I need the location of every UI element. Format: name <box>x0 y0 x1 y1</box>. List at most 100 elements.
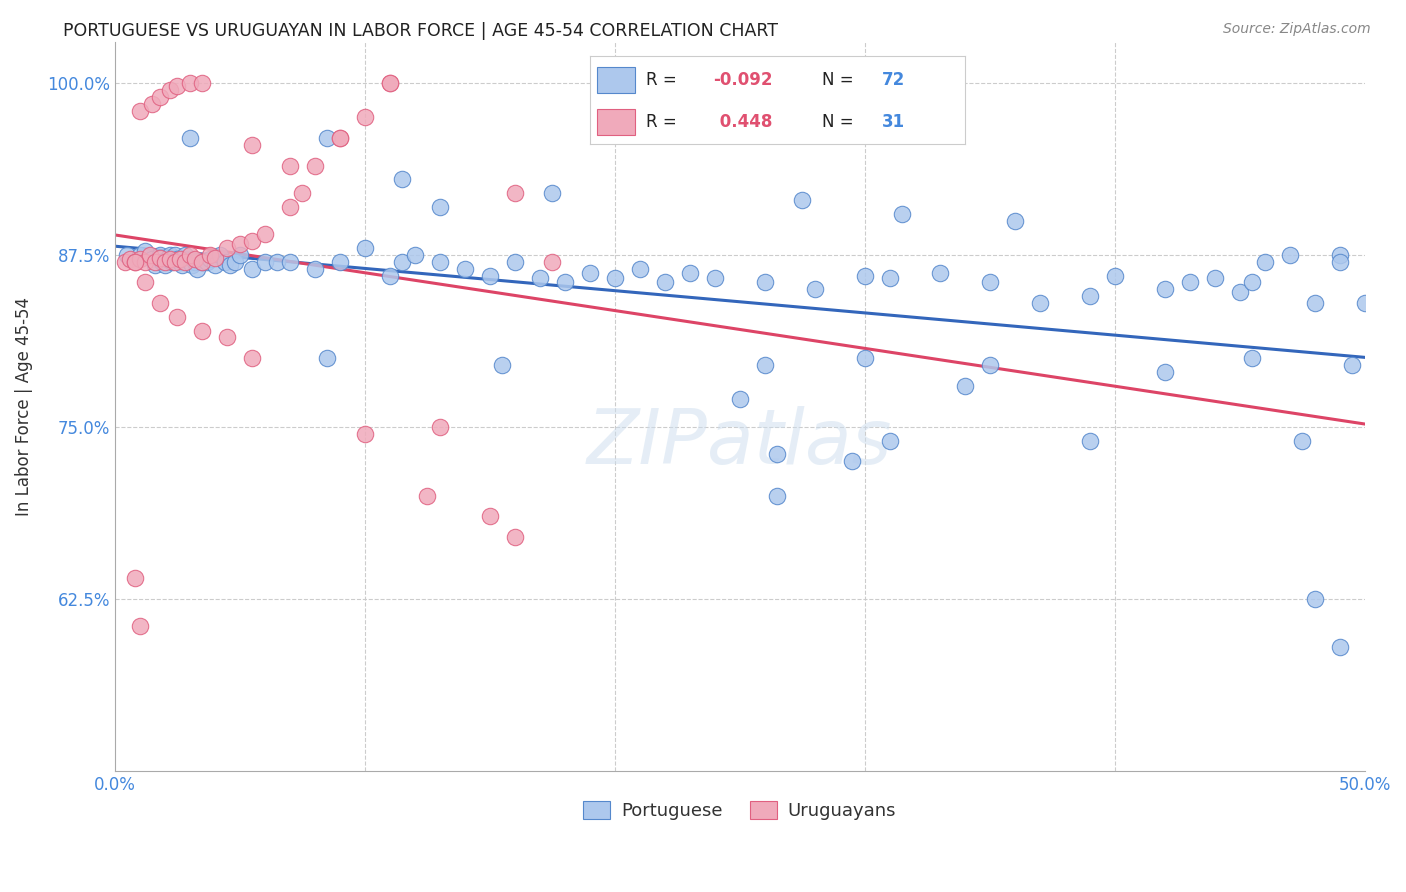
Point <box>278 255 301 269</box>
Point <box>853 268 876 283</box>
Point <box>278 200 301 214</box>
Point <box>208 248 231 262</box>
Text: Source: ZipAtlas.com: Source: ZipAtlas.com <box>1223 22 1371 37</box>
Point <box>429 255 451 269</box>
Point <box>1004 213 1026 227</box>
Point <box>153 255 176 269</box>
Point <box>240 261 263 276</box>
Point <box>1241 351 1264 365</box>
Point <box>841 454 863 468</box>
Point <box>173 248 195 262</box>
Point <box>134 255 156 269</box>
Point <box>1078 289 1101 303</box>
Point <box>124 255 146 269</box>
Point <box>1078 434 1101 448</box>
Point <box>124 255 146 269</box>
Point <box>217 330 239 344</box>
Point <box>391 172 413 186</box>
Point <box>179 255 201 269</box>
Point <box>879 434 901 448</box>
Point <box>181 258 204 272</box>
Point <box>404 248 426 262</box>
Point <box>117 248 139 262</box>
Point <box>162 255 184 269</box>
Text: PORTUGUESE VS URUGUAYAN IN LABOR FORCE | AGE 45-54 CORRELATION CHART: PORTUGUESE VS URUGUAYAN IN LABOR FORCE |… <box>63 22 779 40</box>
Point <box>879 271 901 285</box>
Point <box>1178 276 1201 290</box>
Point <box>128 248 150 262</box>
Point <box>149 248 172 262</box>
Point <box>1341 358 1364 372</box>
Point <box>754 276 776 290</box>
Point <box>191 76 214 90</box>
Point <box>128 103 150 118</box>
Point <box>191 255 214 269</box>
Point <box>240 234 263 248</box>
Legend: Portuguese, Uruguayans: Portuguese, Uruguayans <box>576 794 904 827</box>
Point <box>156 252 179 266</box>
Point <box>195 255 218 269</box>
Point <box>391 255 413 269</box>
Point <box>541 186 564 200</box>
Point <box>503 255 526 269</box>
Point <box>224 255 246 269</box>
Point <box>353 426 375 441</box>
Point <box>204 258 226 272</box>
Point <box>979 276 1001 290</box>
Point <box>240 351 263 365</box>
Point <box>134 244 156 258</box>
Point <box>804 282 827 296</box>
Point <box>378 76 401 90</box>
Point <box>329 255 352 269</box>
Point <box>169 252 191 266</box>
Point <box>353 241 375 255</box>
Point <box>766 447 789 461</box>
Point <box>654 276 676 290</box>
Point <box>172 258 194 272</box>
Point <box>628 261 651 276</box>
Point <box>491 358 513 372</box>
Point <box>143 258 166 272</box>
Point <box>198 248 221 262</box>
Point <box>179 76 201 90</box>
Point <box>163 248 186 262</box>
Point <box>159 83 181 97</box>
Point <box>679 266 702 280</box>
Point <box>529 271 551 285</box>
Point <box>1153 365 1175 379</box>
Point <box>703 271 725 285</box>
Point <box>191 255 214 269</box>
Point <box>166 310 188 324</box>
Point <box>214 255 236 269</box>
Point <box>1254 255 1277 269</box>
Point <box>149 296 172 310</box>
Point <box>149 89 172 103</box>
Point <box>578 266 600 280</box>
Point <box>1291 434 1313 448</box>
Y-axis label: In Labor Force | Age 45-54: In Labor Force | Age 45-54 <box>15 297 32 516</box>
Point <box>1354 296 1376 310</box>
Point <box>179 131 201 145</box>
Point <box>766 489 789 503</box>
Point <box>1329 248 1351 262</box>
Point <box>478 268 501 283</box>
Point <box>150 255 173 269</box>
Point <box>1278 248 1301 262</box>
Point <box>153 258 176 272</box>
Point <box>114 255 136 269</box>
Point <box>378 268 401 283</box>
Point <box>229 236 252 251</box>
Point <box>128 252 150 266</box>
Point <box>603 271 626 285</box>
Point <box>217 241 239 255</box>
Point <box>184 252 207 266</box>
Point <box>429 200 451 214</box>
Point <box>143 255 166 269</box>
Point <box>429 420 451 434</box>
Point <box>1329 640 1351 654</box>
Point <box>253 227 276 242</box>
Point <box>173 255 195 269</box>
Point <box>304 261 326 276</box>
Point <box>353 111 375 125</box>
Point <box>179 248 201 262</box>
